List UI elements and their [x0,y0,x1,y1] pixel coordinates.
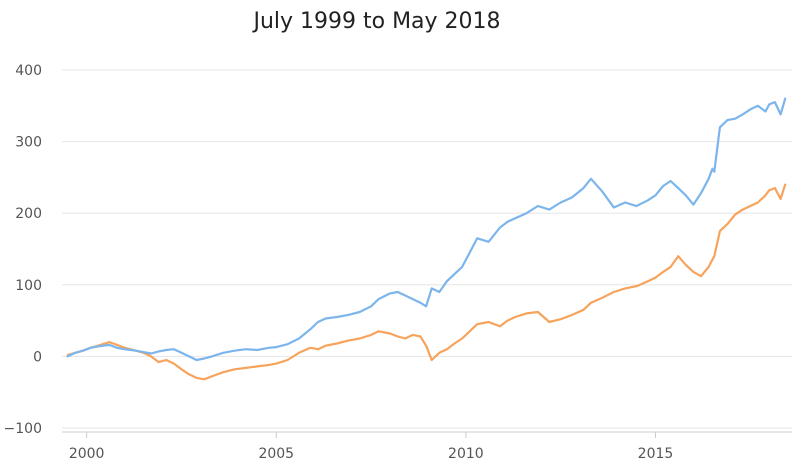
grid-lines [62,69,792,429]
y-tick-label: 200 [15,206,42,222]
chart-title: July 1999 to May 2018 [251,9,500,34]
x-tick-label: 2015 [638,446,674,462]
x-tick-label: 2000 [69,446,105,462]
series-line-blue [66,97,787,362]
series-lines [66,97,787,381]
series-line-orange [66,183,787,381]
y-tick-label: 400 [15,63,42,79]
y-axis-tick-labels: −100 0 100 200 300 400 [4,63,42,437]
x-tick-label: 2005 [258,446,294,462]
y-tick-label: 100 [15,278,42,294]
y-tick-label: 0 [33,349,42,365]
x-tick-label: 2010 [448,446,484,462]
y-tick-label: −100 [4,421,42,437]
y-tick-label: 300 [15,135,42,151]
x-axis-tick-labels: 2000 2005 2010 2015 [69,446,673,462]
x-axis [62,431,792,438]
